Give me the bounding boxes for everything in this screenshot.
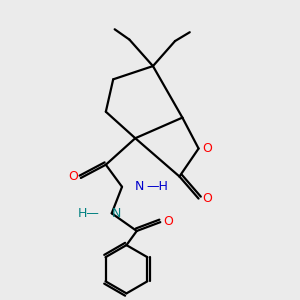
Text: —H: —H (146, 180, 168, 193)
Text: H—: H— (77, 207, 99, 220)
Text: N: N (112, 207, 121, 220)
Text: O: O (163, 215, 173, 228)
Text: O: O (68, 170, 78, 183)
Text: O: O (202, 192, 212, 205)
Text: N: N (134, 180, 144, 193)
Text: O: O (202, 142, 212, 155)
